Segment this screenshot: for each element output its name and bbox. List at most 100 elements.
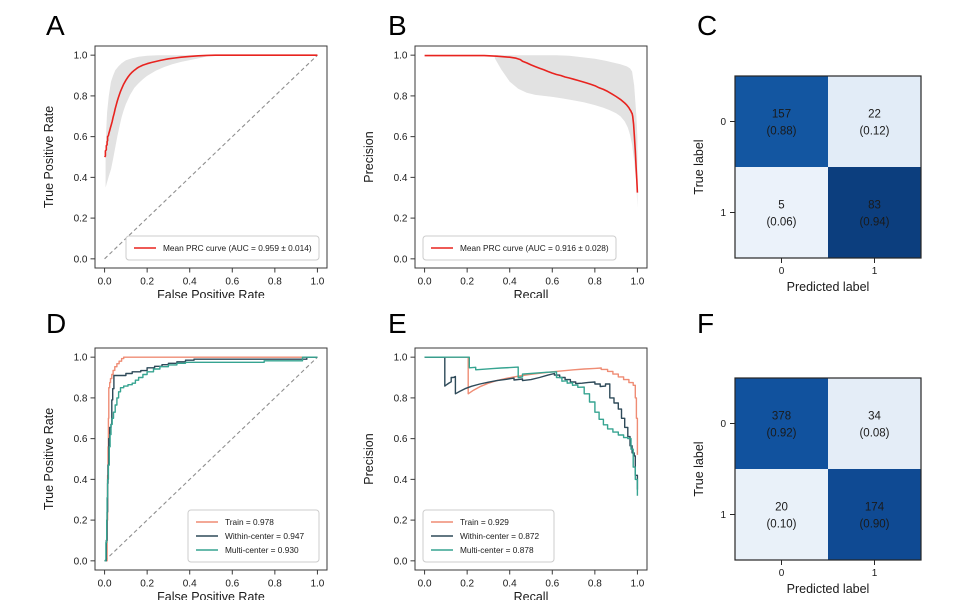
panel-c: C 157 (0.88) 22 (0.12) 5 (0.06) 83 (0.94) 0 1 0 1 Pr… bbox=[655, 6, 954, 300]
matrix-cell-0-1 bbox=[828, 378, 921, 469]
matrix-cell-fraction: (0.94) bbox=[859, 217, 889, 229]
x-tick-label: 0.6 bbox=[225, 277, 239, 288]
panel-d-chart: 0.0 0.0 0.2 0.2 0.4 0.4 0.6 0.6 0.8 0.8 1.0 1.0 Fals… bbox=[42, 347, 328, 600]
x-tick-label: 0.8 bbox=[268, 579, 282, 590]
matrix-cell-fraction: (0.88) bbox=[766, 126, 796, 138]
series-line-within-center-prc bbox=[424, 356, 639, 490]
y-tick-label: 0.4 bbox=[394, 475, 408, 486]
matrix-cell-0-0 bbox=[735, 378, 828, 469]
matrix-cell-1-1 bbox=[828, 469, 921, 560]
legend-label-mean-roc-curve: Mean PRC curve (AUC = 0.959 ± 0.014) bbox=[163, 243, 312, 253]
col-tick-label: 1 bbox=[872, 266, 878, 277]
y-tick-label: 0.8 bbox=[394, 91, 408, 102]
legend-box bbox=[125, 235, 320, 261]
y-tick-label: 0.8 bbox=[394, 393, 408, 404]
matrix-cell-count: 5 bbox=[778, 200, 784, 212]
y-axis-label: True label bbox=[692, 441, 706, 496]
x-tick-label: 0.2 bbox=[140, 277, 154, 288]
x-tick-label: 1.0 bbox=[310, 579, 324, 590]
legend-label-within-center-roc: Within-center = 0.947 bbox=[225, 531, 304, 541]
matrix-cell-count: 22 bbox=[868, 109, 881, 121]
x-tick-label: 1.0 bbox=[630, 277, 644, 288]
row-tick-label: 0 bbox=[720, 117, 726, 128]
legend-label-mean-prc-curve: Mean PRC curve (AUC = 0.916 ± 0.028) bbox=[460, 243, 609, 253]
confidence-band bbox=[494, 55, 638, 208]
x-tick-label: 0.4 bbox=[503, 579, 517, 590]
y-tick-label: 1.0 bbox=[394, 51, 408, 62]
matrix-cell-fraction: (0.10) bbox=[766, 519, 796, 531]
matrix-cell-count: 157 bbox=[772, 109, 791, 121]
matrix-cell-count: 174 bbox=[865, 502, 885, 514]
x-tick-label: 0.4 bbox=[183, 277, 197, 288]
matrix-cell-fraction: (0.06) bbox=[766, 217, 796, 229]
y-tick-label: 1.0 bbox=[394, 353, 408, 364]
series-line-mean-roc-curve bbox=[103, 54, 318, 158]
y-tick-label: 0.6 bbox=[394, 132, 408, 143]
matrix-cell-count: 20 bbox=[775, 502, 788, 514]
y-tick-label: 0.2 bbox=[74, 516, 88, 527]
legend-box bbox=[422, 235, 617, 261]
panel-a: A 0.0 0.0 0.2 0.2 0.4 0.4 0.6 0.6 0.8 0.8 1.0 1.0 Fa… bbox=[38, 6, 350, 300]
y-tick-label: 0.0 bbox=[394, 556, 408, 567]
confidence-band bbox=[105, 55, 211, 188]
x-tick-label: 0.8 bbox=[588, 277, 602, 288]
matrix-cell-fraction: (0.12) bbox=[859, 126, 889, 138]
y-tick-label: 0.6 bbox=[74, 132, 88, 143]
y-axis-label: True label bbox=[692, 139, 706, 194]
series-line-multi-center-prc bbox=[424, 356, 639, 496]
y-tick-label: 0.8 bbox=[74, 91, 88, 102]
y-tick-label: 0.8 bbox=[74, 393, 88, 404]
x-tick-label: 1.0 bbox=[310, 277, 324, 288]
matrix-cell-0-0 bbox=[735, 76, 828, 167]
y-tick-label: 0.2 bbox=[394, 214, 408, 225]
series-line-train-prc bbox=[424, 356, 639, 455]
x-tick-label: 0.2 bbox=[460, 579, 474, 590]
row-tick-label: 0 bbox=[720, 419, 726, 430]
y-tick-label: 0.0 bbox=[74, 254, 88, 265]
x-tick-label: 0.6 bbox=[545, 579, 559, 590]
y-tick-label: 0.2 bbox=[394, 516, 408, 527]
matrix-cell-0-1 bbox=[828, 76, 921, 167]
x-tick-label: 0.8 bbox=[268, 277, 282, 288]
legend-box bbox=[187, 509, 320, 563]
x-tick-label: 0.6 bbox=[545, 277, 559, 288]
x-axis-label: Predicted label bbox=[787, 280, 870, 294]
y-tick-label: 0.6 bbox=[394, 434, 408, 445]
x-tick-label: 0.8 bbox=[588, 579, 602, 590]
x-axis-label: False Positive Rate bbox=[157, 590, 265, 600]
x-axis-label: Recall bbox=[514, 288, 549, 298]
panel-b: B 0.0 0.0 0.2 0.2 0.4 0.4 0.6 0.6 0.8 0.8 1.0 1.0 Re… bbox=[358, 6, 660, 300]
legend-label-multi-center-roc: Multi-center = 0.930 bbox=[225, 545, 299, 555]
series-line-mean-prc-curve bbox=[424, 54, 639, 193]
x-tick-label: 0.6 bbox=[225, 579, 239, 590]
panel-e-chart: 0.0 0.0 0.2 0.2 0.4 0.4 0.6 0.6 0.8 0.8 1.0 1.0 Reca… bbox=[362, 347, 648, 600]
matrix-cell-1-0 bbox=[735, 469, 828, 560]
y-tick-label: 0.4 bbox=[74, 173, 88, 184]
y-tick-label: 1.0 bbox=[74, 353, 88, 364]
panel-f-matrix: 378(0.92)34(0.08)20(0.10)174(0.90)010 1Pr… bbox=[692, 377, 922, 596]
x-tick-label: 0.4 bbox=[183, 579, 197, 590]
x-tick-label: 0.0 bbox=[418, 277, 432, 288]
panel-f: F 378 (0.92) 34 (0.08) 20 (0.10) 174 (0.90) 0 1 0 1… bbox=[655, 300, 954, 600]
panel-letter-c: C bbox=[697, 10, 718, 41]
matrix-cell-count: 83 bbox=[868, 200, 881, 212]
matrix-cell-fraction: (0.08) bbox=[859, 428, 889, 440]
y-tick-label: 0.2 bbox=[74, 214, 88, 225]
panel-a-chart: 0.0 0.0 0.2 0.2 0.4 0.4 0.6 0.6 0.8 0.8 1.0 1.0 Fals… bbox=[42, 45, 328, 298]
y-tick-label: 0.4 bbox=[394, 173, 408, 184]
legend-box bbox=[422, 509, 555, 563]
y-axis-label: True Positive Rate bbox=[42, 408, 56, 510]
x-axis-label: False Positive Rate bbox=[157, 288, 265, 298]
y-tick-label: 0.0 bbox=[394, 254, 408, 265]
col-tick-label: 0 bbox=[779, 266, 785, 277]
x-tick-label: 0.4 bbox=[503, 277, 517, 288]
matrix-cell-fraction: (0.92) bbox=[766, 428, 796, 440]
legend-label-within-center-prc: Within-center = 0.872 bbox=[460, 531, 539, 541]
panel-letter-e: E bbox=[388, 308, 407, 339]
plot-frame bbox=[414, 347, 648, 571]
x-axis-label: Recall bbox=[514, 590, 549, 600]
y-axis-label: Precision bbox=[362, 131, 376, 182]
y-tick-label: 0.4 bbox=[74, 475, 88, 486]
y-tick-label: 0.6 bbox=[74, 434, 88, 445]
panel-letter-a: A bbox=[46, 10, 65, 41]
